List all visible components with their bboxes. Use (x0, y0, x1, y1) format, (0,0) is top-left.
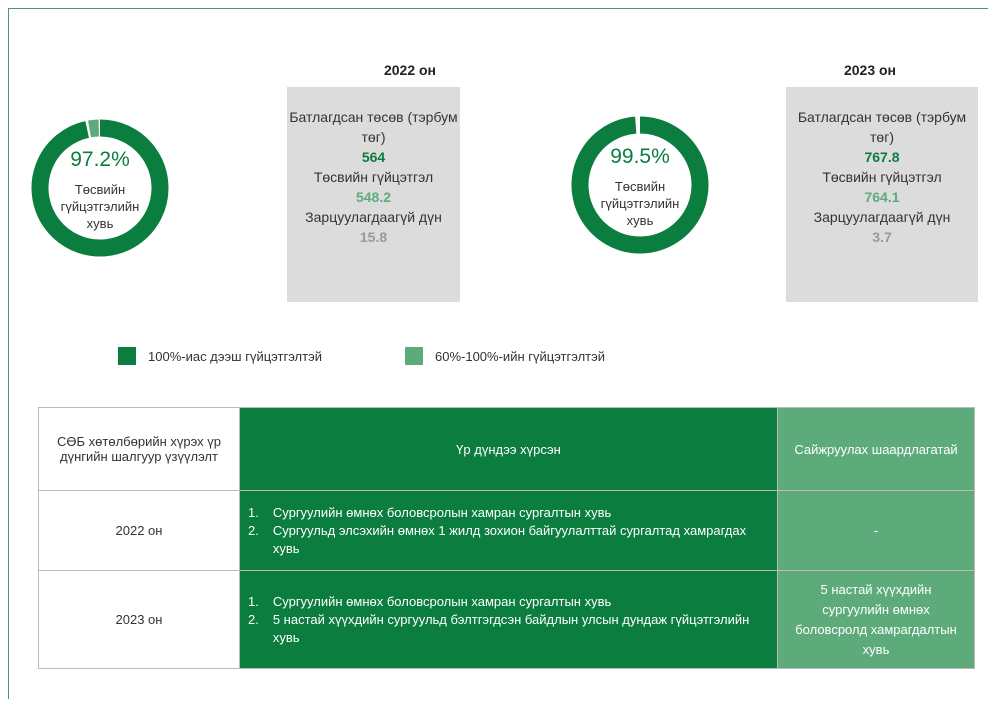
item-text: Сургуулийн өмнөх боловсролын хамран сург… (272, 504, 612, 520)
donut-percent: 97.2% (70, 148, 130, 171)
info-box: Батлагдсан төсөв (тэрбум төг) 767.8 Төсвий… (786, 87, 978, 302)
header-cell: СӨБ хөтөлбөрийн хүрэх үр дүнгийн шалгуур… (38, 407, 240, 491)
legend-label: 100%-иас дээш гүйцэтгэлтэй (148, 348, 322, 364)
donut-arc (571, 116, 709, 254)
frame (8, 8, 988, 699)
donut-caption: гүйцэтгэлийн (61, 199, 140, 214)
donut-area: 97.2% Төсвийн гүйцэтгэлийн хувь 99.5% Төсвийн… (31, 116, 709, 257)
table-row: 2023 он 1. Сургуулийн өмнөх боловсролын ха… (38, 570, 975, 669)
item-marker: 1. (248, 593, 259, 609)
item-text: Сургуульд элсэхийн өмнөх 1 жилд зохион б… (272, 522, 747, 556)
improve-cell: 5 настай хүүхдийн сургуулийн өмнөх болов… (777, 570, 975, 669)
list-item: 1. Сургуулийн өмнөх боловсролын хамран су… (248, 593, 769, 611)
box-value: 548.2 (355, 189, 392, 205)
legend-item: 100%-иас дээш гүйцэтгэлтэй (118, 347, 322, 365)
table: СӨБ хөтөлбөрийн хүрэх үр дүнгийн шалгуур… (38, 407, 975, 669)
box-label: Төсвийн гүйцэтгэл (822, 169, 942, 185)
box-value: 764.1 (864, 189, 900, 205)
legend-label: 60%-100%-ийн гүйцэтгэлтэй (435, 348, 606, 364)
year-title: 2023 он (843, 62, 897, 78)
item-marker: 1. (248, 504, 259, 520)
year-title: 2022 он (383, 62, 437, 78)
donut-arc (31, 119, 169, 257)
box-value: 564 (361, 149, 386, 165)
list-item: 2. Сургуульд элсэхийн өмнөх 1 жилд зохион… (248, 522, 769, 558)
donut-caption: гүйцэтгэлийн (601, 196, 680, 211)
donut-percent: 99.5% (610, 145, 670, 168)
achieved-cell: 1. Сургуулийн өмнөх боловсролын хамран су… (239, 570, 778, 669)
improve-cell: - (777, 490, 975, 571)
box-label: Зарцуулагдаагүй дүн (305, 209, 442, 225)
box-value: 15.8 (359, 229, 388, 245)
year-cell: 2022 он (38, 490, 240, 571)
header-cell: Сайжруулах шаардлагатай (777, 407, 975, 491)
table-row: 2022 он 1. Сургуулийн өмнөх боловсролын ха… (38, 490, 975, 571)
donut-caption: хувь (87, 216, 114, 231)
year-cell: 2023 он (38, 570, 240, 669)
list-item: 2. 5 настай хүүхдийн сургуульд бэлтгэгдсэ… (248, 611, 769, 647)
legend-swatch (118, 347, 136, 365)
legend-swatch (405, 347, 423, 365)
box-value: 767.8 (864, 149, 900, 165)
info-box: Батлагдсан төсөв (тэрбум төг) 564 Төсвийн … (287, 87, 460, 302)
donut-caption: хувь (627, 213, 654, 228)
achieved-cell: 1. Сургуулийн өмнөх боловсролын хамран су… (239, 490, 778, 571)
box-value: 3.7 (872, 229, 892, 245)
donut-caption: Төсвийн (615, 179, 665, 194)
item-marker: 2. (248, 611, 259, 627)
item-text: 5 настай хүүхдийн сургуульд бэлтгэгдсэн … (272, 611, 750, 645)
box-label: Зарцуулагдаагүй дүн (813, 209, 951, 225)
header-cell: Үр дүндээ хүрсэн (239, 407, 778, 491)
box-label: Батлагдсан төсөв (тэрбум төг) (289, 109, 458, 145)
donut-caption: Төсвийн (75, 182, 125, 197)
item-marker: 2. (248, 522, 259, 538)
list-item: 1. Сургуулийн өмнөх боловсролын хамран су… (248, 504, 769, 522)
box-label: Батлагдсан төсөв (тэрбум төг) (797, 109, 967, 145)
item-text: Сургуулийн өмнөх боловсролын хамран сург… (272, 593, 612, 609)
legend-item: 60%-100%-ийн гүйцэтгэлтэй (405, 347, 605, 365)
donut-remainder (88, 119, 100, 138)
box-label: Төсвийн гүйцэтгэл (313, 169, 434, 185)
